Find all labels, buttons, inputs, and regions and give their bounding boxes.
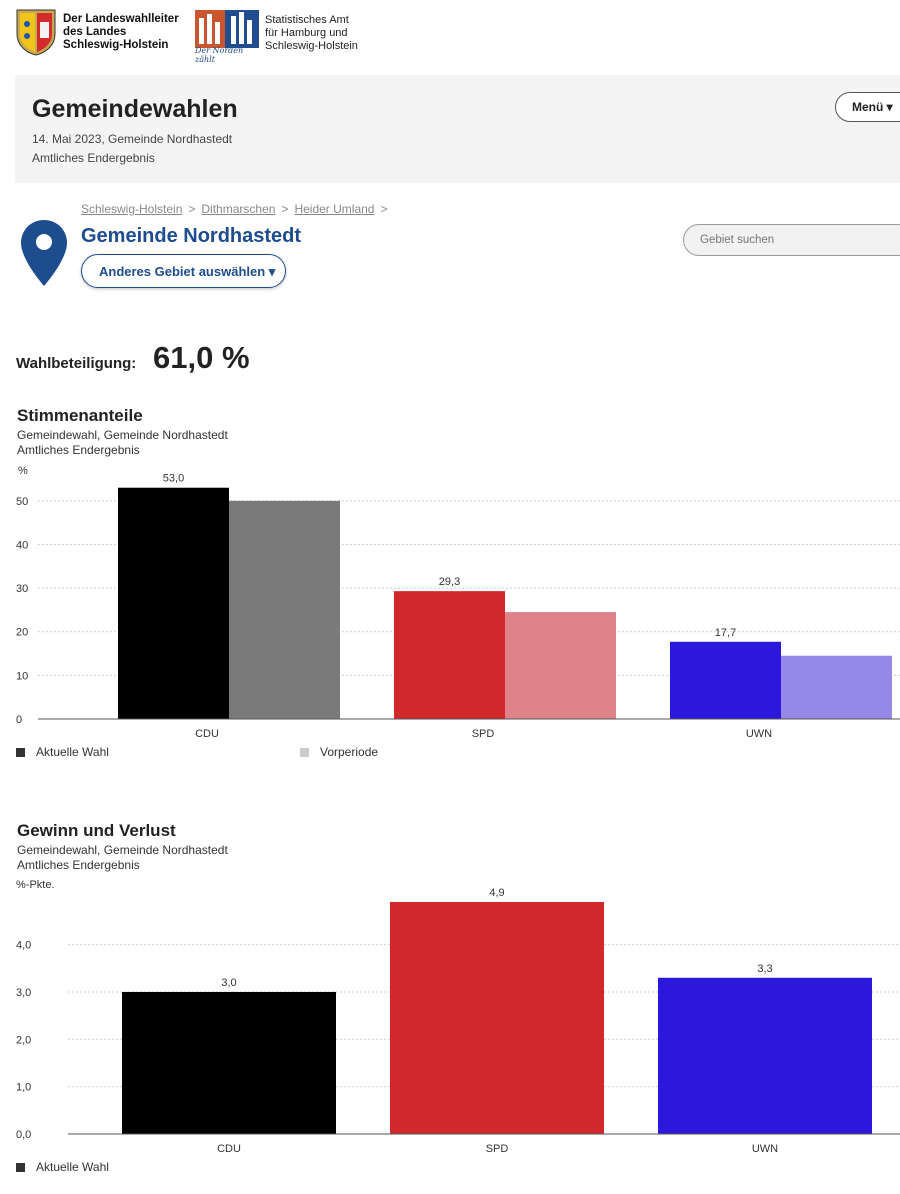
turnout-value: 61,0 % [153,340,250,375]
statistikamt-logo[interactable]: Der Norden zählt Statistisches Amt für H… [195,8,358,64]
square-icon [16,1162,25,1172]
breadcrumb: Schleswig-Holstein > Dithmarschen > Heider U… [81,202,394,216]
chart1-subtitle: Gemeindewahl, Gemeinde Nordhastedt [17,428,228,442]
logo2-text: Statistisches Amt für Hamburg und Schles… [265,14,358,53]
page-title: Gemeindewahlen [32,95,238,123]
breadcrumb-link-heider-umland[interactable]: Heider Umland [294,202,375,216]
data-label: 3,0 [221,977,236,989]
y-tick-label: 2,0 [16,1034,31,1046]
legend-label: Vorperiode [320,745,379,759]
x-tick-label: UWN [752,1143,778,1155]
bar-spd-current [390,902,604,1134]
title-band: Gemeindewahlen 14. Mai 2023, Gemeinde No… [15,75,900,183]
y-tick-label: 0 [16,714,22,726]
coat-of-arms-icon [16,9,56,56]
chart2-subtitle: Gemeindewahl, Gemeinde Nordhastedt [17,843,228,857]
chart1-title: Stimmenanteile [17,406,143,425]
bar-cdu-previous [229,500,340,719]
logo1-line: Schleswig-Holstein [63,38,169,51]
chart2-subtitle-status: Amtliches Endergebnis [17,858,140,872]
election-date: 14. Mai 2023, Gemeinde Nordhastedt [32,132,233,146]
vote-share-chart: % 0 10 20 30 40 50 53,0 CDU 29,3 SPD 17,7 UWN [16,465,900,740]
statistikamt-mark-icon: Der Norden zählt [195,8,259,64]
chart1-legend-current: Aktuelle Wahl [16,745,109,759]
bar-spd-previous [505,612,616,719]
y-tick-label: 4,0 [16,940,31,952]
square-icon [16,747,25,757]
chart2-legend-current: Aktuelle Wahl [16,1160,109,1174]
x-tick-label: CDU [217,1143,241,1155]
bar-uwn-previous [781,655,892,719]
result-status: Amtliches Endergebnis [32,151,155,165]
bar-cdu-current [118,487,229,719]
breadcrumb-separator: > [380,202,388,216]
legend-label: Aktuelle Wahl [36,1160,109,1174]
y-tick-label: 30 [16,583,28,595]
logo2-line: Statistisches Amt [265,14,349,26]
logo1-line: des Landes [63,25,127,38]
y-tick-label: 40 [16,539,28,551]
menu-button[interactable]: Menü ▾ [835,92,900,122]
x-tick-label: SPD [472,728,495,740]
y-tick-label: 3,0 [16,987,31,999]
map-pin-icon [21,220,67,286]
region-title: Gemeinde Nordhastedt [81,225,302,247]
region-search-input[interactable] [683,224,900,256]
y-tick-label: 10 [16,670,28,682]
logo1-line: Der Landeswahlleiter [63,12,179,25]
bar-uwn-current [670,641,781,719]
y-tick-label: 50 [16,496,28,508]
breadcrumb-link-dithmarschen[interactable]: Dithmarschen [201,202,276,216]
x-tick-label: UWN [746,728,772,740]
header-logos: Der Landeswahlleiter des Landes Schleswi… [15,8,885,64]
logo1-text: Der Landeswahlleiter des Landes Schleswi… [63,13,179,52]
data-label: 53,0 [163,473,184,485]
y-axis-unit: % [18,465,28,477]
turnout-label: Wahlbeteiligung: [16,355,137,372]
y-tick-label: 0,0 [16,1129,31,1141]
breadcrumb-separator: > [188,202,196,216]
logo2-line: Schleswig-Holstein [265,40,358,52]
y-tick-label: 20 [16,627,28,639]
chart1-legend-previous: Vorperiode [300,745,378,759]
landeswahlleiter-logo[interactable]: Der Landeswahlleiter des Landes Schleswi… [15,8,179,56]
data-label: 29,3 [439,576,460,588]
x-tick-label: SPD [486,1143,509,1155]
bar-cdu-current [122,991,336,1134]
bar-spd-current [394,591,505,719]
y-tick-label: 1,0 [16,1082,31,1094]
y-axis-unit: %-Pkte. [16,879,55,891]
breadcrumb-link-schleswig-holstein[interactable]: Schleswig-Holstein [81,202,183,216]
square-icon [300,747,309,757]
legend-label: Aktuelle Wahl [36,745,109,759]
data-label: 3,3 [757,963,772,975]
chart2-title: Gewinn und Verlust [17,821,176,840]
gain-loss-chart: %-Pkte. 0,0 1,0 2,0 3,0 4,0 3,0 CDU 4,9 SPD 3,3 UWN [16,879,900,1155]
bar-uwn-current [658,977,872,1134]
x-tick-label: CDU [195,728,219,740]
chart1-subtitle-status: Amtliches Endergebnis [17,443,140,457]
logo2-line: für Hamburg und [265,27,348,39]
data-label: 4,9 [489,887,504,899]
breadcrumb-separator: > [281,202,289,216]
data-label: 17,7 [715,627,736,639]
select-region-button[interactable]: Anderes Gebiet auswählen ▾ [81,254,286,288]
logo2-tagline: Der Norden zählt [195,46,244,64]
